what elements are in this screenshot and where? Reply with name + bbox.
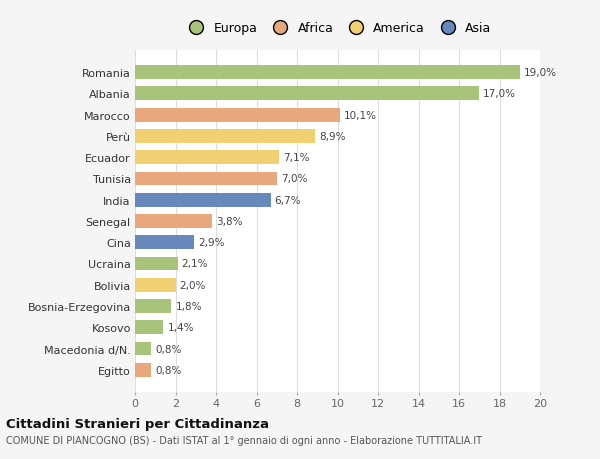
Text: 0,8%: 0,8% <box>155 344 182 354</box>
Text: 10,1%: 10,1% <box>344 110 377 120</box>
Bar <box>135 87 479 101</box>
Bar <box>135 363 151 377</box>
Legend: Europa, Africa, America, Asia: Europa, Africa, America, Asia <box>179 17 496 40</box>
Text: 8,9%: 8,9% <box>319 132 346 141</box>
Bar <box>135 130 315 144</box>
Bar <box>135 66 520 80</box>
Text: 7,0%: 7,0% <box>281 174 307 184</box>
Text: 0,8%: 0,8% <box>155 365 182 375</box>
Bar <box>135 257 178 271</box>
Text: 17,0%: 17,0% <box>484 89 516 99</box>
Bar <box>135 321 163 335</box>
Text: 2,9%: 2,9% <box>198 238 224 248</box>
Bar <box>135 151 279 165</box>
Text: 3,8%: 3,8% <box>216 217 242 226</box>
Bar <box>135 342 151 356</box>
Text: 2,1%: 2,1% <box>182 259 208 269</box>
Bar <box>135 193 271 207</box>
Text: COMUNE DI PIANCOGNO (BS) - Dati ISTAT al 1° gennaio di ogni anno - Elaborazione : COMUNE DI PIANCOGNO (BS) - Dati ISTAT al… <box>6 435 482 445</box>
Bar <box>135 236 194 250</box>
Text: 6,7%: 6,7% <box>275 195 301 205</box>
Text: Cittadini Stranieri per Cittadinanza: Cittadini Stranieri per Cittadinanza <box>6 417 269 430</box>
Text: 7,1%: 7,1% <box>283 153 310 163</box>
Bar <box>135 172 277 186</box>
Bar <box>135 299 172 313</box>
Text: 2,0%: 2,0% <box>179 280 206 290</box>
Text: 19,0%: 19,0% <box>524 68 557 78</box>
Bar <box>135 214 212 229</box>
Text: 1,4%: 1,4% <box>167 323 194 333</box>
Bar <box>135 278 176 292</box>
Text: 1,8%: 1,8% <box>176 302 202 311</box>
Bar <box>135 108 340 122</box>
